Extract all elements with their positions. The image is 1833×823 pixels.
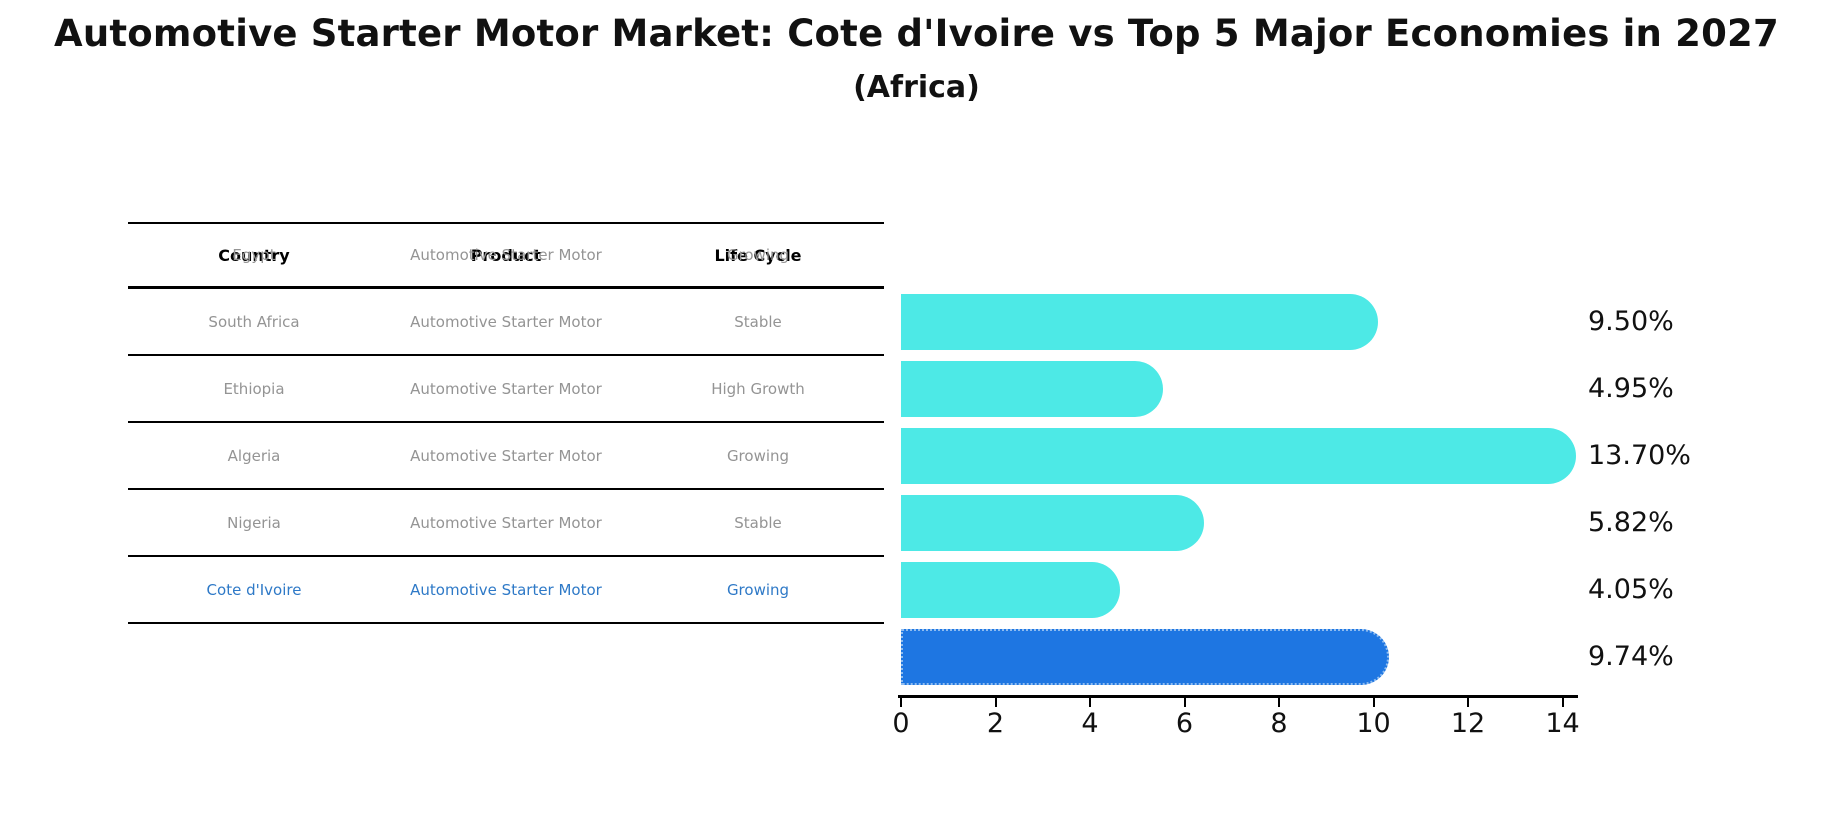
x-axis-tick-label: 8 — [1270, 708, 1288, 739]
cell-lifecycle: Growing — [726, 446, 790, 465]
x-axis-tick — [1467, 698, 1469, 707]
x-axis-tick — [1278, 698, 1280, 707]
x-axis-tick — [1372, 698, 1375, 707]
x-axis-tick-label: 0 — [892, 708, 910, 739]
cell-country: Egypt — [232, 245, 276, 264]
x-axis-tick-label: 2 — [986, 708, 1005, 739]
bar-value-label: 4.05% — [1588, 573, 1674, 605]
bar-value-label: 9.74% — [1588, 640, 1674, 672]
cell-product: Automotive Starter Motor — [410, 379, 602, 398]
x-axis-tick — [900, 698, 902, 707]
cell-country: South Africa — [208, 312, 300, 331]
cell-product: Automotive Starter Motor — [410, 580, 602, 599]
x-axis-tick-label: 4 — [1081, 708, 1099, 739]
x-axis-tick — [1089, 698, 1091, 707]
column-header-product: Product — [470, 245, 542, 265]
x-axis-line — [898, 695, 1578, 698]
bar-ethiopia — [901, 427, 1577, 484]
column-header-lifecycle: Life Cycle — [714, 245, 802, 265]
x-axis-tick-label: 14 — [1545, 708, 1580, 739]
bar-algeria — [901, 494, 1204, 551]
cell-product: Automotive Starter Motor — [410, 245, 602, 264]
bar-egypt — [901, 293, 1378, 350]
cell-lifecycle: Growing — [726, 580, 790, 599]
bar-value-label: 5.82% — [1588, 506, 1674, 538]
cell-country: Ethiopia — [223, 379, 285, 398]
cell-lifecycle: High Growth — [711, 379, 805, 398]
cell-country: Cote d'Ivoire — [206, 580, 302, 599]
cell-lifecycle: Stable — [734, 312, 782, 331]
cell-product: Automotive Starter Motor — [410, 513, 602, 532]
x-axis-tick-label: 6 — [1175, 708, 1194, 739]
cell-country: Nigeria — [227, 513, 281, 532]
table-row: Nigeria Automotive Starter Motor Stable — [128, 490, 884, 557]
x-axis-tick — [994, 698, 997, 707]
table-row: Ethiopia Automotive Starter Motor High G… — [128, 356, 884, 423]
table-row: South Africa Automotive Starter Motor St… — [128, 289, 884, 356]
x-axis-tick — [1183, 698, 1186, 707]
cell-product: Automotive Starter Motor — [410, 312, 602, 331]
table-row: Egypt Automotive Starter Motor Growing — [128, 222, 884, 289]
x-axis-tick-label: 10 — [1356, 708, 1391, 739]
chart-title: Automotive Starter Motor Market: Cote d'… — [54, 12, 1779, 55]
cell-country: Algeria — [227, 446, 281, 465]
bar-south-africa — [901, 360, 1163, 417]
x-axis-tick — [1561, 698, 1564, 707]
cell-lifecycle: Growing — [726, 245, 790, 264]
column-header-country: Country — [218, 245, 290, 265]
bar-nigeria — [901, 561, 1121, 618]
bar-value-label: 4.95% — [1588, 372, 1674, 404]
cell-product: Automotive Starter Motor — [410, 446, 602, 465]
table-row: Cote d'Ivoire Automotive Starter Motor G… — [128, 557, 884, 624]
bar-value-label: 9.50% — [1588, 305, 1674, 337]
bar-cote-d-ivoire — [901, 628, 1390, 685]
chart-subtitle: (Africa) — [853, 70, 980, 105]
table-row: Algeria Automotive Starter Motor Growing — [128, 423, 884, 490]
cell-lifecycle: Stable — [734, 513, 782, 532]
bar-value-label: 13.70% — [1588, 439, 1691, 471]
x-axis-tick-label: 12 — [1450, 708, 1486, 739]
